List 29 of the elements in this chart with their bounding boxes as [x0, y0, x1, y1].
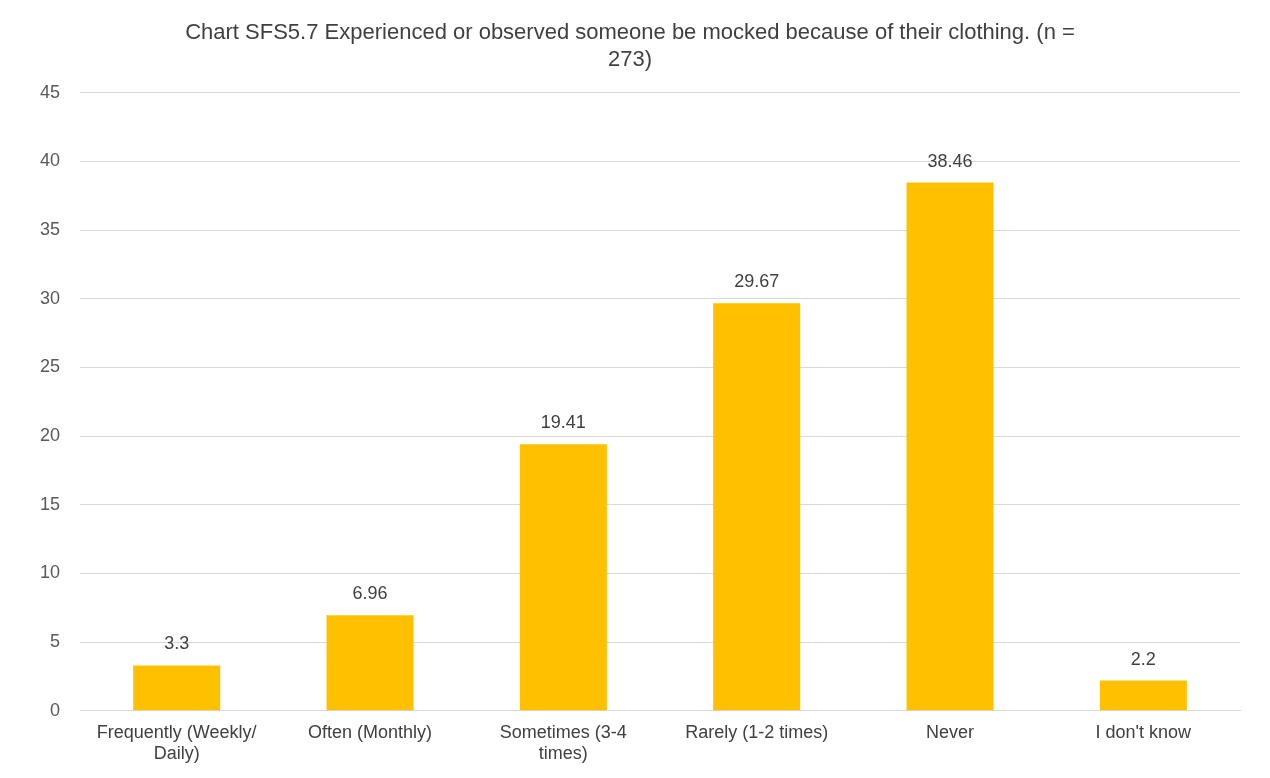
y-tick-label: 15	[39, 493, 61, 514]
bar	[713, 303, 801, 711]
x-tick-label: Sometimes (3-4 times)	[499, 721, 627, 764]
data-label: 29.67	[734, 271, 780, 292]
data-label: 19.41	[540, 412, 586, 433]
y-tick-label: 0	[50, 699, 61, 720]
bar	[906, 182, 994, 711]
data-label: 6.96	[352, 583, 388, 604]
bar	[1099, 680, 1187, 711]
x-tick-label: Rarely (1-2 times)	[685, 721, 829, 742]
y-tick-label: 25	[39, 356, 61, 377]
data-label: 38.46	[927, 150, 973, 171]
bar	[326, 615, 414, 711]
y-tick-label: 10	[39, 562, 61, 583]
data-label: 3.3	[164, 633, 190, 654]
x-tick-label: Often (Monthly)	[307, 721, 433, 742]
y-tick-label: 40	[39, 150, 61, 171]
y-tick-label: 30	[39, 287, 61, 308]
data-label: 2.2	[1130, 648, 1156, 669]
x-tick-label: Frequently (Weekly/ Daily)	[96, 721, 257, 764]
y-tick-label: 35	[39, 219, 61, 240]
y-tick-label: 5	[50, 631, 61, 652]
y-tick-label: 45	[39, 81, 61, 102]
chart-title: Chart SFS5.7 Experienced or observed someone be mocked because of their clothing. (n = 273)	[185, 19, 1075, 71]
x-tick-label: I don't know	[1095, 721, 1193, 742]
y-tick-label: 20	[39, 425, 61, 446]
bar	[519, 444, 607, 711]
bar	[133, 665, 221, 711]
x-tick-label: Never	[926, 721, 975, 742]
